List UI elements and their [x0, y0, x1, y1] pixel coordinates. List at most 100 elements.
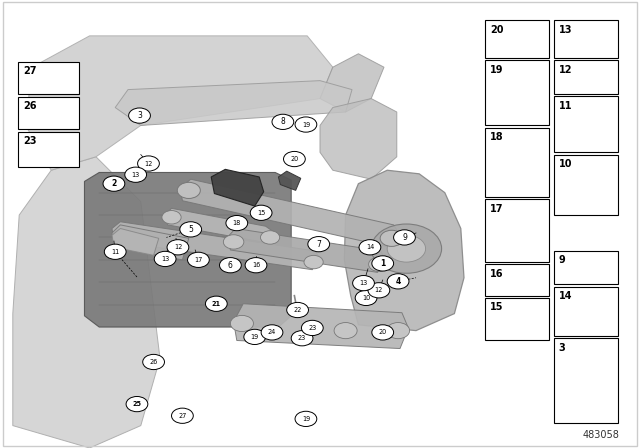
Text: 12: 12 [375, 287, 383, 293]
Circle shape [226, 215, 248, 231]
FancyBboxPatch shape [485, 298, 549, 340]
FancyBboxPatch shape [554, 338, 618, 423]
Polygon shape [211, 169, 264, 206]
Circle shape [368, 283, 390, 298]
Circle shape [371, 224, 442, 273]
Text: 23: 23 [308, 325, 316, 331]
Circle shape [380, 230, 403, 246]
Text: 4: 4 [396, 277, 401, 286]
Text: 10: 10 [559, 159, 572, 169]
FancyBboxPatch shape [485, 60, 549, 125]
Text: 17: 17 [195, 257, 202, 263]
Text: 25: 25 [132, 401, 141, 407]
Circle shape [355, 290, 377, 306]
Circle shape [353, 276, 374, 291]
Text: 2: 2 [111, 179, 116, 188]
Circle shape [172, 408, 193, 423]
Text: 14: 14 [559, 291, 572, 301]
Circle shape [162, 211, 181, 224]
Circle shape [220, 258, 241, 273]
Circle shape [260, 231, 280, 244]
FancyBboxPatch shape [485, 199, 549, 262]
Text: 24: 24 [268, 329, 276, 336]
Circle shape [104, 244, 126, 259]
Text: 1: 1 [380, 259, 385, 268]
Text: 26: 26 [150, 359, 157, 365]
Text: 483058: 483058 [582, 430, 620, 440]
Text: 22: 22 [294, 307, 301, 313]
Text: 19: 19 [302, 121, 310, 128]
Circle shape [359, 240, 381, 255]
Circle shape [103, 176, 125, 191]
Circle shape [287, 302, 308, 318]
Text: 11: 11 [111, 249, 119, 255]
Text: 8: 8 [280, 117, 285, 126]
Text: 20: 20 [490, 25, 504, 34]
Polygon shape [278, 171, 301, 190]
Circle shape [387, 274, 409, 289]
Polygon shape [320, 54, 384, 112]
Circle shape [167, 240, 189, 255]
Text: 15: 15 [490, 302, 504, 312]
Text: 10: 10 [362, 295, 370, 301]
Circle shape [308, 237, 330, 252]
Text: 16: 16 [490, 269, 504, 279]
Polygon shape [112, 222, 319, 270]
Text: 14: 14 [366, 244, 374, 250]
Circle shape [334, 323, 357, 339]
Circle shape [369, 257, 389, 271]
Text: 13: 13 [161, 256, 169, 262]
Text: 20: 20 [379, 329, 387, 336]
Circle shape [387, 323, 410, 339]
Text: 16: 16 [252, 262, 260, 268]
Text: 20: 20 [291, 156, 298, 162]
Polygon shape [165, 208, 274, 243]
Circle shape [154, 251, 176, 267]
Circle shape [261, 325, 283, 340]
Text: 13: 13 [559, 25, 572, 34]
Polygon shape [115, 81, 352, 125]
Polygon shape [234, 304, 408, 349]
FancyBboxPatch shape [485, 264, 549, 296]
Text: 19: 19 [302, 416, 310, 422]
Circle shape [301, 320, 323, 336]
Circle shape [125, 167, 147, 182]
Circle shape [205, 296, 227, 311]
Circle shape [387, 235, 426, 262]
Text: 19: 19 [490, 65, 504, 75]
Text: 18: 18 [490, 132, 504, 142]
Circle shape [230, 315, 253, 332]
Polygon shape [227, 228, 384, 272]
Text: 3: 3 [137, 111, 142, 120]
Circle shape [295, 117, 317, 132]
Text: 19: 19 [251, 334, 259, 340]
Text: 7: 7 [316, 240, 321, 249]
Text: 9: 9 [402, 233, 407, 242]
Text: 23: 23 [23, 136, 36, 146]
Polygon shape [26, 36, 333, 170]
FancyBboxPatch shape [18, 62, 79, 94]
FancyBboxPatch shape [554, 251, 618, 284]
Circle shape [143, 354, 164, 370]
Text: 13: 13 [360, 280, 367, 286]
Circle shape [372, 256, 394, 271]
Text: 13: 13 [132, 172, 140, 178]
Text: 15: 15 [257, 210, 265, 216]
Circle shape [250, 205, 272, 220]
Circle shape [372, 325, 394, 340]
Circle shape [245, 258, 267, 273]
Circle shape [177, 182, 200, 198]
Text: 11: 11 [559, 101, 572, 111]
FancyBboxPatch shape [554, 20, 618, 58]
Text: 3: 3 [559, 343, 566, 353]
Polygon shape [84, 172, 291, 327]
Circle shape [180, 222, 202, 237]
FancyBboxPatch shape [554, 155, 618, 215]
Text: 26: 26 [23, 101, 36, 111]
Text: 27: 27 [179, 413, 186, 419]
Text: 21: 21 [212, 301, 221, 307]
FancyBboxPatch shape [485, 128, 549, 197]
Circle shape [126, 396, 148, 412]
FancyBboxPatch shape [554, 287, 618, 336]
FancyBboxPatch shape [554, 60, 618, 94]
